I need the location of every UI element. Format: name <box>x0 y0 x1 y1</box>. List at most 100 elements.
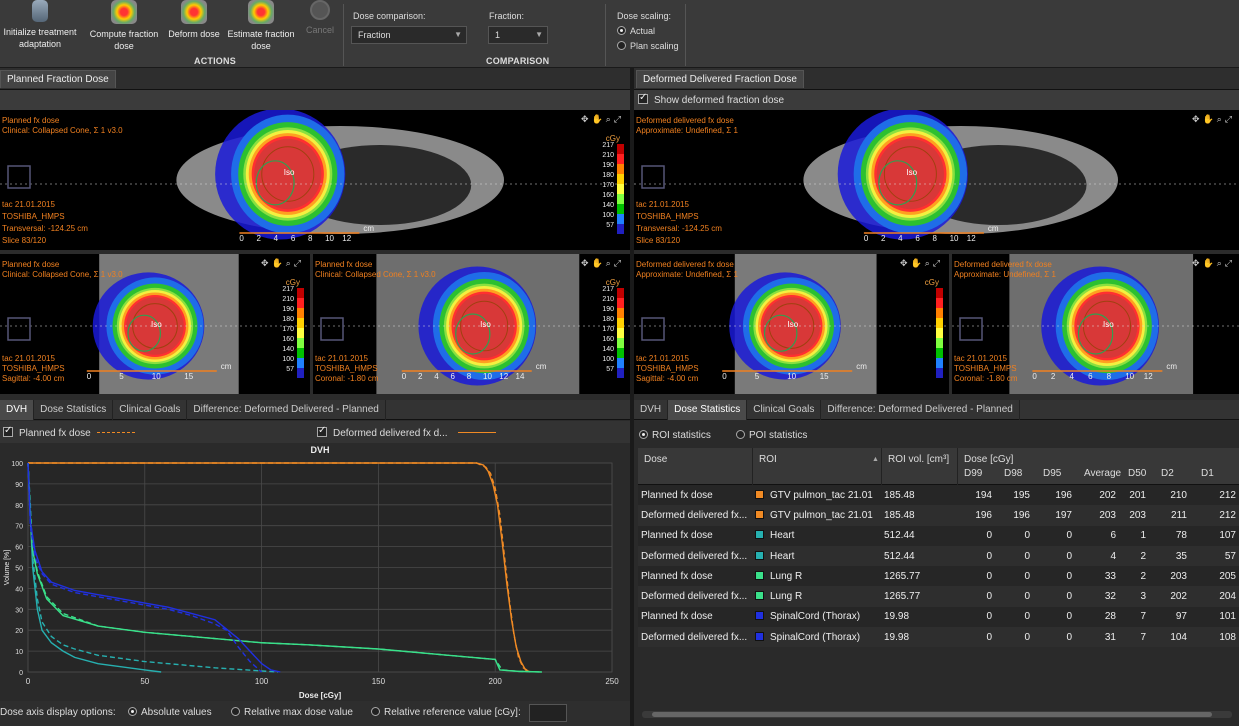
legend-value: 180 <box>602 172 614 179</box>
pan-icon[interactable]: ✥ <box>1191 114 1203 124</box>
tab-clinical-goals[interactable]: Clinical Goals <box>747 400 822 420</box>
zoom-icon[interactable]: ⌕ <box>1216 258 1225 268</box>
roi-name: Heart <box>770 530 795 542</box>
hand-icon[interactable]: ✋ <box>591 258 606 268</box>
cell-dose-value: 104 <box>1149 627 1190 648</box>
table-row[interactable]: Deformed delivered fx... GTV pulmon_tac 2… <box>638 505 1239 526</box>
zoom-icon[interactable]: ⌕ <box>285 258 294 268</box>
estimate-fraction-dose-button[interactable]: Estimate fraction dose <box>224 0 298 52</box>
scale-tick-label: 2 <box>256 234 261 243</box>
dose-comparison-select[interactable]: Fraction ▼ <box>351 26 467 44</box>
radio-selected-icon <box>617 26 626 35</box>
poi-statistics-radio[interactable]: POI statistics <box>736 430 807 441</box>
col-roi[interactable]: ROI <box>759 454 777 465</box>
col-d95[interactable]: D95 <box>1043 468 1062 479</box>
tab-difference[interactable]: Difference: Deformed Delivered - Planned <box>821 400 1020 420</box>
pan-icon[interactable]: ✥ <box>580 114 592 124</box>
zoom-icon[interactable]: ⌕ <box>605 114 614 124</box>
dose-scaling-actual-radio[interactable]: Actual <box>617 26 655 36</box>
pan-icon[interactable]: ✥ <box>260 258 272 268</box>
roi-color-swatch <box>755 570 764 580</box>
fit-icon[interactable]: ⤢ <box>1224 114 1235 124</box>
tab-deformed-delivered-fraction-dose[interactable]: Deformed Delivered Fraction Dose <box>636 70 804 88</box>
transversal-viewer-deformed[interactable]: Deformed delivered fx dose Approximate: U… <box>634 110 1239 250</box>
coronal-viewer-planned[interactable]: Planned fx dose Clinical: Collapsed Cone,… <box>313 254 630 394</box>
hand-icon[interactable]: ✋ <box>1202 258 1217 268</box>
col-roi-volume[interactable]: ROI vol. [cm³] <box>888 454 950 465</box>
tab-dose-statistics[interactable]: Dose Statistics <box>34 400 114 420</box>
transversal-viewer-planned[interactable]: Planned fx dose Clinical: Collapsed Cone,… <box>0 110 630 250</box>
fit-icon[interactable]: ⤢ <box>293 258 304 268</box>
pan-icon[interactable]: ✥ <box>1191 258 1203 268</box>
legend-value: 217 <box>602 286 614 293</box>
col-d2[interactable]: D2 <box>1161 468 1174 479</box>
roi-statistics-radio[interactable]: ROI statistics <box>639 430 711 441</box>
hand-icon[interactable]: ✋ <box>271 258 286 268</box>
table-row[interactable]: Deformed delivered fx... SpinalCord (Thor… <box>638 627 1239 648</box>
sagittal-viewer-deformed[interactable]: Deformed delivered fx dose Approximate: U… <box>634 254 949 394</box>
table-row[interactable]: Planned fx dose Heart 512.44 0 0 0 6 1 78 107 <box>638 525 1239 546</box>
initialize-adaptation-button[interactable]: Initialize treatment adaptation <box>0 0 80 50</box>
table-row[interactable]: Deformed delivered fx... Lung R 1265.77 0 0 0… <box>638 586 1239 607</box>
hand-icon[interactable]: ✋ <box>1202 114 1217 124</box>
panel-splitter[interactable] <box>630 68 634 726</box>
absolute-values-radio[interactable]: Absolute values <box>128 707 212 718</box>
orientation-cube-icon <box>7 317 31 341</box>
show-deformed-checkbox[interactable]: Show deformed fraction dose <box>638 92 784 106</box>
tab-planned-fraction-dose[interactable]: Planned Fraction Dose <box>0 70 116 88</box>
tab-clinical-goals[interactable]: Clinical Goals <box>113 400 188 420</box>
fit-icon[interactable]: ⤢ <box>613 258 624 268</box>
table-row[interactable]: Planned fx dose Lung R 1265.77 0 0 0 33 2 203 205 <box>638 566 1239 587</box>
table-row[interactable]: Planned fx dose SpinalCord (Thorax) 19.98 0… <box>638 606 1239 628</box>
fraction-select[interactable]: 1 ▼ <box>488 26 548 44</box>
col-d50[interactable]: D50 <box>1128 468 1147 479</box>
tab-dvh[interactable]: DVH <box>634 400 669 420</box>
zoom-icon[interactable]: ⌕ <box>1216 114 1225 124</box>
col-average[interactable]: Average <box>1084 468 1122 479</box>
col-d1[interactable]: D1 <box>1201 468 1214 479</box>
tab-dvh[interactable]: DVH <box>0 400 35 420</box>
deform-dose-button[interactable]: Deform dose <box>164 0 224 40</box>
reference-value-input[interactable] <box>529 704 567 722</box>
horizontal-scrollbar[interactable] <box>642 711 1232 718</box>
col-d99[interactable]: D99 <box>964 468 983 479</box>
cancel-button[interactable]: Cancel <box>302 0 338 36</box>
tab-dose-statistics[interactable]: Dose Statistics <box>668 400 748 420</box>
scrollbar-thumb[interactable] <box>652 712 1212 717</box>
hand-icon[interactable]: ✋ <box>591 114 606 124</box>
cell-dose-value: 1 <box>1119 525 1149 546</box>
hand-icon[interactable]: ✋ <box>910 258 925 268</box>
right-bottom-tabs: DVH Dose Statistics Clinical Goals Differen… <box>634 400 1239 420</box>
relative-max-radio[interactable]: Relative max dose value <box>231 707 353 718</box>
dvh-legend-planned[interactable]: Planned fx dose <box>3 425 91 439</box>
radio-icon <box>736 430 745 439</box>
col-dose[interactable]: Dose <box>644 454 668 465</box>
cell-dose-value: 203 <box>1075 505 1119 526</box>
pan-icon[interactable]: ✥ <box>580 258 592 268</box>
compute-fraction-dose-button[interactable]: Compute fraction dose <box>86 0 162 52</box>
cell-dose: Planned fx dose <box>638 525 752 546</box>
coronal-viewer-deformed[interactable]: Deformed delivered fx dose Approximate: U… <box>952 254 1239 394</box>
zoom-icon[interactable]: ⌕ <box>605 258 614 268</box>
fit-icon[interactable]: ⤢ <box>613 114 624 124</box>
sagittal-viewer-planned[interactable]: Planned fx dose Clinical: Collapsed Cone,… <box>0 254 310 394</box>
cell-dose-value: 205 <box>1190 566 1239 587</box>
dose-scaling-plan-radio[interactable]: Plan scaling <box>617 41 679 51</box>
fit-icon[interactable]: ⤢ <box>1224 258 1235 268</box>
dvh-y-axis-label: Volume [%] <box>4 550 11 585</box>
relative-reference-radio[interactable]: Relative reference value [cGy]: <box>371 707 521 718</box>
cell-dose-value: 108 <box>1190 627 1239 648</box>
pan-icon[interactable]: ✥ <box>899 258 911 268</box>
legend-value: 210 <box>602 296 614 303</box>
scale-tick-label: 0 <box>722 372 727 381</box>
cell-roi-volume: 19.98 <box>881 627 957 648</box>
dvh-legend-deformed[interactable]: Deformed delivered fx d... <box>317 425 448 439</box>
fit-icon[interactable]: ⤢ <box>932 258 943 268</box>
col-d98[interactable]: D98 <box>1004 468 1023 479</box>
table-row[interactable]: Deformed delivered fx... Heart 512.44 0 0 0 4 2… <box>638 545 1239 567</box>
tab-difference[interactable]: Difference: Deformed Delivered - Planned <box>187 400 386 420</box>
viewer-position: Transversal: -124.25 cm <box>636 224 722 233</box>
dvh-y-tick-label: 60 <box>15 545 23 552</box>
table-row[interactable]: Planned fx dose GTV pulmon_tac 21.01 185.4… <box>638 485 1239 506</box>
zoom-icon[interactable]: ⌕ <box>924 258 933 268</box>
